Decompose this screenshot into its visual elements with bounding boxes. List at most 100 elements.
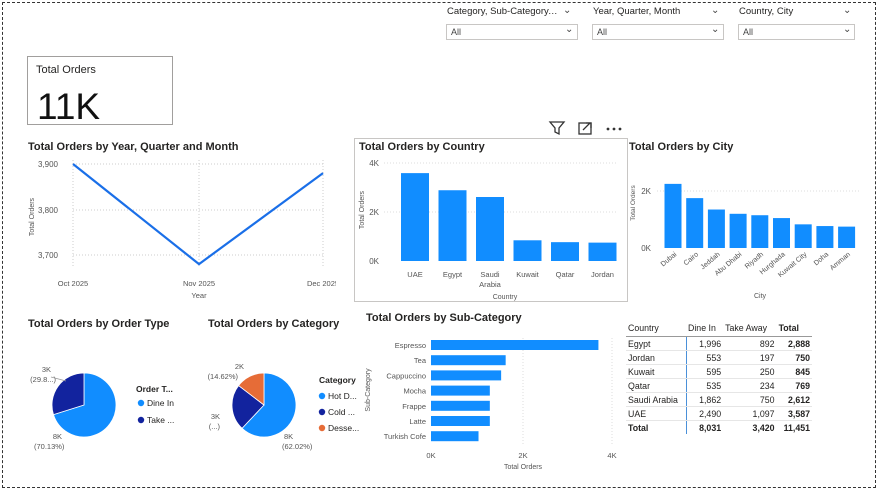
slicer-date[interactable]: Year, Quarter, Month ⌄ All ⌄ [592,4,724,40]
table-total-row[interactable]: Total 8,031 3,420 11,451 [626,420,812,434]
bar[interactable] [664,183,682,248]
column-header[interactable]: Dine In [686,320,724,337]
bar[interactable] [686,198,704,248]
bar[interactable] [707,209,725,248]
data-label: 3K [211,412,220,421]
table-cell: 769 [776,378,812,393]
column-header[interactable]: Take Away [723,320,777,337]
y-ticks: 3,900 3,800 3,700 [38,160,59,260]
table-cell: 1,097 [723,406,777,421]
legend-item: Hot D... [328,391,357,401]
bar[interactable] [816,226,834,248]
chevron-down-icon[interactable]: ⌄ [565,24,574,35]
table-row[interactable]: Egypt 1,996 892 2,888 [626,336,812,351]
slicer-dropdown[interactable]: All [738,24,855,40]
line-chart[interactable]: Total Orders 3,900 3,800 3,700 Oct 2025 … [26,155,336,303]
bar[interactable] [729,213,747,248]
slicer-dropdown[interactable]: All [446,24,578,40]
bar[interactable] [794,224,812,248]
more-options-icon[interactable] [606,127,622,131]
bar[interactable] [476,197,504,261]
line-series[interactable] [72,163,324,266]
table-row[interactable]: Jordan 553 197 750 [626,350,812,365]
chevron-down-icon[interactable]: ⌄ [843,5,852,16]
focus-mode-icon[interactable] [578,122,592,135]
chevron-down-icon[interactable]: ⌄ [711,5,720,16]
pie-slice[interactable] [241,372,297,438]
table-cell: Qatar [626,378,687,393]
y-tick: Cappuccino [386,371,426,380]
slicer-dropdown[interactable]: All [592,24,724,40]
table-cell: 2,612 [776,392,812,407]
pie-slice[interactable] [51,372,85,416]
legend-marker [318,408,326,416]
total-orders-card[interactable]: Total Orders 11K [27,56,173,127]
bar[interactable] [588,242,617,261]
column-header[interactable]: Total [776,320,812,337]
country-chart-title: Total Orders by Country [359,141,485,153]
y-tick: Frappe [402,402,426,411]
bar[interactable] [551,242,579,261]
x-tick: Nov 2025 [183,279,215,288]
bar[interactable] [438,190,467,261]
data-label: (...) [209,422,221,431]
x-tick: Dubai [660,251,679,268]
table-row[interactable]: Saudi Arabia 1,862 750 2,612 [626,392,812,407]
table-cell: 750 [776,350,812,365]
country-chart-frame [354,138,628,302]
x-tick: Arabia [479,280,502,289]
table-cell: 234 [723,378,777,393]
table-row[interactable]: Kuwait 595 250 845 [626,364,812,379]
subcat-chart-title: Total Orders by Sub-Category [366,312,522,324]
bar[interactable] [513,240,542,261]
bar[interactable] [431,416,490,426]
data-label: 2K [235,362,244,371]
bar[interactable] [431,370,502,381]
table-row[interactable]: UAE 2,490 1,097 3,587 [626,406,812,421]
table-cell: 3,587 [776,406,812,421]
table-cell: 11,451 [776,420,812,434]
y-axis-label: Total Orders [630,185,637,221]
data-label: (29.8...) [30,375,56,384]
data-label: 8K [284,432,293,441]
x-tick: UAE [407,270,422,279]
bar[interactable] [838,226,856,248]
bar[interactable] [431,400,490,411]
table-cell: 8,031 [686,420,724,434]
category-pie-chart[interactable]: 2K (14.62%) 3K (...) 8K (62.02%) Categor… [206,335,366,455]
bar[interactable] [751,215,769,248]
table-cell: Saudi Arabia [626,392,687,407]
slicer-location[interactable]: Country, City ⌄ All ⌄ [738,4,855,40]
filter-icon[interactable] [548,121,566,136]
y-tick: 3,800 [38,206,59,215]
card-value: 11K [37,86,101,127]
y-axis-label: Total Orders [29,197,36,236]
bar[interactable] [431,340,599,350]
subcat-bar-chart[interactable]: Sub-Category Espresso Tea Cappuccino Mocha F… [362,330,624,475]
chevron-down-icon[interactable]: ⌄ [711,24,720,35]
bar[interactable] [773,218,790,248]
column-header[interactable]: Country [626,320,686,337]
pie-slice[interactable] [238,372,265,406]
slicer-category[interactable]: Category, Sub-Category, P... ⌄ All ⌄ [446,4,578,40]
table-cell: 2,490 [686,406,724,421]
orders-matrix-table[interactable]: Country Dine In Take Away Total Egypt 1,9… [626,320,812,434]
country-bar-chart[interactable]: Total Orders 4K 2K 0K UAE Egypt SaudiArabi… [356,155,626,301]
legend-marker [137,399,145,407]
bar[interactable] [431,355,506,366]
chevron-down-icon[interactable]: ⌄ [563,5,572,16]
bar[interactable] [431,385,490,396]
pie-slice[interactable] [52,372,117,438]
bar[interactable] [431,431,479,442]
order-type-pie-chart[interactable]: 3K (29.8...) 8K (70.13%) Order T... Dine… [26,335,196,455]
bar[interactable] [401,173,429,261]
chevron-down-icon[interactable]: ⌄ [843,24,852,35]
x-axis-label: Total Orders [504,464,543,471]
table-row[interactable]: Qatar 535 234 769 [626,378,812,393]
x-tick: Jordan [591,270,614,279]
data-label: (14.62%) [208,372,239,381]
legend-item: Take ... [147,415,174,425]
slicer-title: Category, Sub-Category, P... [447,6,559,17]
pie-slice[interactable] [231,385,265,429]
